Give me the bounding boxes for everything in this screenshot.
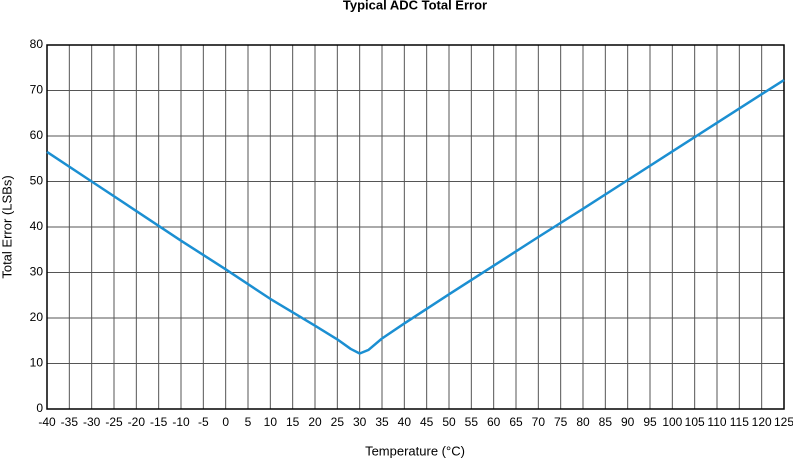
x-tick-label: -15 bbox=[150, 415, 168, 429]
x-tick-label: 120 bbox=[752, 415, 772, 429]
x-tick-label: 105 bbox=[685, 415, 705, 429]
x-tick-label: -20 bbox=[128, 415, 146, 429]
x-tick-label: 90 bbox=[621, 415, 635, 429]
x-tick-label: -5 bbox=[198, 415, 209, 429]
y-axis-label: Total Error (LSBs) bbox=[0, 175, 14, 278]
x-tick-label: 70 bbox=[532, 415, 546, 429]
plot-frame bbox=[46, 44, 785, 410]
x-tick-label: 115 bbox=[730, 415, 749, 429]
y-tick-label: 10 bbox=[30, 356, 44, 370]
x-tick-label: 0 bbox=[222, 415, 229, 429]
y-tick-label: 20 bbox=[30, 310, 44, 324]
y-tick-label: 70 bbox=[30, 83, 44, 97]
y-tick-label: 50 bbox=[30, 174, 44, 188]
x-tick-label: -30 bbox=[83, 415, 101, 429]
x-tick-label: 85 bbox=[599, 415, 613, 429]
x-tick-label: -10 bbox=[172, 415, 190, 429]
x-tick-label: 5 bbox=[245, 415, 252, 429]
x-tick-label: 110 bbox=[707, 415, 726, 429]
x-tick-label: 100 bbox=[662, 415, 682, 429]
x-tick-label: 95 bbox=[643, 415, 657, 429]
x-tick-label: 20 bbox=[308, 415, 322, 429]
x-tick-label: -40 bbox=[38, 415, 56, 429]
x-tick-label: 80 bbox=[576, 415, 590, 429]
x-tick-label: -35 bbox=[61, 415, 79, 429]
y-tick-label: 60 bbox=[30, 128, 44, 142]
x-tick-label: 60 bbox=[487, 415, 501, 429]
x-tick-label: 75 bbox=[554, 415, 568, 429]
x-axis-label: Temperature (°C) bbox=[365, 443, 465, 458]
x-tick-label: 10 bbox=[264, 415, 278, 429]
x-tick-label: 45 bbox=[420, 415, 434, 429]
data-line bbox=[46, 78, 785, 355]
x-tick-label: 15 bbox=[286, 415, 300, 429]
x-tick-label: 35 bbox=[375, 415, 389, 429]
y-tick-label: 0 bbox=[36, 401, 43, 415]
x-tick-label: -25 bbox=[105, 415, 123, 429]
x-tick-label: 25 bbox=[331, 415, 345, 429]
y-tick-label: 80 bbox=[30, 37, 44, 51]
x-tick-label: 30 bbox=[353, 415, 367, 429]
y-tick-label: 30 bbox=[30, 265, 44, 279]
y-tick-label: 40 bbox=[30, 219, 44, 233]
x-tick-label: 40 bbox=[398, 415, 412, 429]
x-tick-label: 125 bbox=[774, 415, 793, 429]
x-tick-label: 50 bbox=[442, 415, 456, 429]
chart-title: Typical ADC Total Error bbox=[343, 0, 487, 12]
x-tick-label: 55 bbox=[465, 415, 479, 429]
x-tick-label: 65 bbox=[509, 415, 523, 429]
